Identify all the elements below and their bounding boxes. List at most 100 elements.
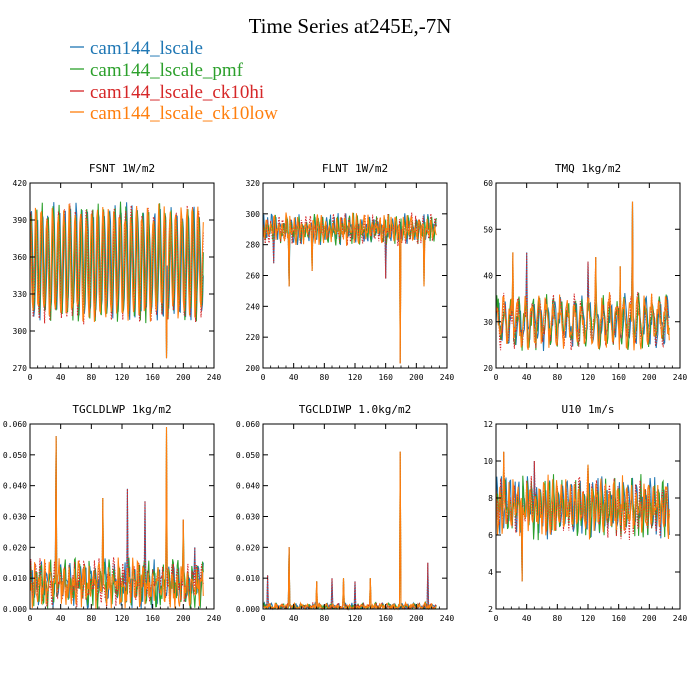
plot-frame-1: [262, 182, 448, 369]
x-tick-label-0-6: 240: [207, 373, 222, 382]
x-tick-label-2-1: 40: [522, 373, 532, 382]
series-line-3-panel-3: [29, 427, 204, 609]
y-tick-label-1-0: 200: [246, 364, 261, 373]
y-tick-label-4-0: 0.000: [236, 605, 260, 614]
x-tick-label-0-0: 0: [28, 373, 33, 382]
y-tick-label-2-1: 30: [483, 318, 493, 327]
x-tick-label-5-4: 160: [611, 614, 626, 623]
series-line-2-panel-1: [262, 212, 437, 364]
x-tick-label-3-2: 80: [87, 614, 97, 623]
y-tick-label-1-1: 220: [246, 333, 261, 342]
y-tick-label-4-6: 0.060: [236, 420, 260, 429]
x-tick-label-4-1: 40: [289, 614, 299, 623]
x-tick-label-5-2: 80: [553, 614, 563, 623]
panel-1: FLNT 1W/m2 0 40 80 120 160 200 240 200 220 240 260 2…: [246, 162, 455, 382]
series-line-3-panel-2: [495, 201, 670, 351]
x-tick-label-0-4: 160: [145, 373, 160, 382]
x-tick-label-3-1: 40: [56, 614, 66, 623]
x-tick-label-3-3: 120: [115, 614, 130, 623]
x-tick-label-1-6: 240: [440, 373, 455, 382]
legend-entry-1: cam144_lscale_pmf: [90, 60, 244, 81]
panel-title-1: FLNT 1W/m2: [322, 162, 388, 175]
y-tick-label-5-5: 12: [483, 420, 493, 429]
legend-entry-3: cam144_lscale_ck10low: [90, 103, 278, 124]
panel-title-3: TGCLDLWP 1kg/m2: [72, 403, 171, 416]
y-tick-label-5-2: 6: [488, 531, 493, 540]
y-tick-label-5-0: 2: [488, 605, 493, 614]
y-tick-label-1-3: 260: [246, 272, 261, 281]
y-tick-label-1-6: 320: [246, 179, 261, 188]
y-tick-label-1-5: 300: [246, 210, 261, 219]
y-tick-label-2-4: 60: [483, 179, 493, 188]
x-tick-label-4-4: 160: [378, 614, 393, 623]
x-tick-label-5-0: 0: [494, 614, 499, 623]
panel-title-5: U10 1m/s: [562, 403, 615, 416]
panel-5: U10 1m/s 0 40 80 120 160 200 240 2 4 6 8 10 12: [483, 403, 687, 623]
y-tick-label-1-2: 240: [246, 302, 261, 311]
x-tick-label-0-1: 40: [56, 373, 66, 382]
y-tick-label-3-6: 0.060: [3, 420, 27, 429]
y-tick-label-3-4: 0.040: [3, 482, 27, 491]
x-tick-label-4-5: 200: [409, 614, 424, 623]
y-tick-label-3-5: 0.050: [3, 451, 27, 460]
x-tick-label-3-0: 0: [28, 614, 33, 623]
y-tick-label-0-3: 360: [13, 253, 28, 262]
x-tick-label-5-1: 40: [522, 614, 532, 623]
plot-frame-4: [262, 423, 448, 610]
series-line-3-panel-0: [29, 203, 204, 359]
x-tick-label-2-4: 160: [611, 373, 626, 382]
y-tick-label-2-3: 50: [483, 225, 493, 234]
x-tick-label-5-6: 240: [673, 614, 688, 623]
x-tick-label-1-5: 200: [409, 373, 424, 382]
y-tick-label-5-1: 4: [488, 568, 493, 577]
series-line-3-panel-5: [495, 451, 670, 582]
panel-title-4: TGCLDIWP 1.0kg/m2: [299, 403, 412, 416]
x-tick-label-2-5: 200: [642, 373, 657, 382]
panel-4: TGCLDIWP 1.0kg/m2 0 40 80 120 160 200 240 0.000 0…: [236, 403, 455, 623]
x-tick-label-1-4: 160: [378, 373, 393, 382]
x-tick-label-4-3: 120: [348, 614, 363, 623]
x-tick-label-1-3: 120: [348, 373, 363, 382]
y-tick-label-2-0: 20: [483, 364, 493, 373]
x-tick-label-2-6: 240: [673, 373, 688, 382]
panel-title-2: TMQ 1kg/m2: [555, 162, 621, 175]
y-tick-label-0-1: 300: [13, 327, 28, 336]
y-tick-label-4-3: 0.030: [236, 513, 260, 522]
y-tick-label-0-5: 420: [13, 179, 28, 188]
y-tick-label-3-3: 0.030: [3, 513, 27, 522]
panels: FSNT 1W/m20 40 80 120 160 200 2402703003303603…: [3, 162, 688, 623]
y-tick-label-2-2: 40: [483, 272, 493, 281]
x-tick-label-1-2: 80: [320, 373, 330, 382]
x-tick-label-5-3: 120: [581, 614, 596, 623]
y-tick-label-0-0: 270: [13, 364, 28, 373]
x-tick-label-2-2: 80: [553, 373, 563, 382]
y-tick-label-4-5: 0.050: [236, 451, 260, 460]
panel-3: TGCLDLWP 1kg/m2 0 40 80 120 160 200 240 0.000 0.0…: [3, 403, 222, 623]
x-tick-label-4-6: 240: [440, 614, 455, 623]
x-tick-label-5-5: 200: [642, 614, 657, 623]
x-tick-label-1-1: 40: [289, 373, 299, 382]
y-tick-label-3-2: 0.020: [3, 543, 27, 552]
x-tick-label-4-0: 0: [261, 614, 266, 623]
legend: cam144_lscale cam144_lscale_pmf cam144_l…: [70, 38, 278, 124]
x-tick-label-0-2: 80: [87, 373, 97, 382]
x-tick-label-0-3: 120: [115, 373, 130, 382]
panel-0: FSNT 1W/m2 0 40 80 120 160 200 240 270 300 330 360 3…: [13, 162, 222, 382]
series-line-3-panel-4: [262, 451, 437, 611]
x-tick-label-2-3: 120: [581, 373, 596, 382]
y-tick-label-0-2: 330: [13, 290, 28, 299]
x-tick-label-3-5: 200: [176, 614, 191, 623]
y-tick-label-4-1: 0.010: [236, 574, 260, 583]
series-line-3-panel-1: [262, 212, 437, 364]
legend-entry-0: cam144_lscale: [90, 38, 203, 59]
y-tick-label-5-4: 10: [483, 457, 493, 466]
panel-title-0: FSNT 1W/m2: [89, 162, 155, 175]
y-tick-label-4-4: 0.040: [236, 482, 260, 491]
legend-entry-2: cam144_lscale_ck10hi: [90, 82, 264, 103]
y-tick-label-1-4: 280: [246, 241, 261, 250]
x-tick-label-0-5: 200: [176, 373, 191, 382]
y-tick-label-5-3: 8: [488, 494, 493, 503]
x-tick-label-2-0: 0: [494, 373, 499, 382]
x-tick-label-3-4: 160: [145, 614, 160, 623]
